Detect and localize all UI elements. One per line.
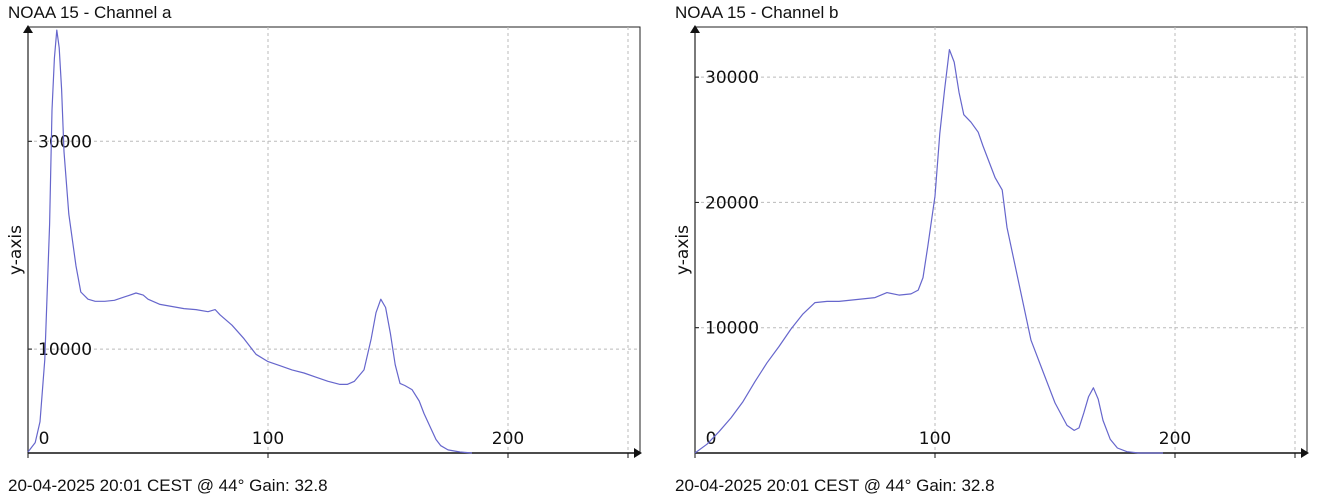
x-tick-label: 100 bbox=[252, 429, 284, 449]
x-axis-arrow-icon bbox=[1301, 448, 1309, 458]
y-axis-arrow-icon bbox=[690, 25, 700, 33]
y-tick-label: 10000 bbox=[705, 319, 759, 339]
x-tick-label: 200 bbox=[1159, 429, 1191, 449]
chart-plot-area: 0 100 200 10000 30000 y-axis bbox=[6, 25, 642, 458]
chart-panel-channel-b: NOAA 15 - Channel b 0 100 200 10000 20000 300… bbox=[667, 0, 1327, 500]
y-axis-arrow-icon bbox=[23, 25, 33, 33]
y-tick-label: 30000 bbox=[705, 68, 759, 88]
x-tick-label: 100 bbox=[919, 429, 951, 449]
y-tick-label: 30000 bbox=[38, 132, 92, 152]
chart-footer-status: 20-04-2025 20:01 CEST @ 44° Gain: 32.8 bbox=[675, 476, 995, 495]
x-tick-label: 0 bbox=[39, 429, 50, 449]
y-tick-label: 20000 bbox=[705, 193, 759, 213]
series-line bbox=[27, 29, 473, 454]
x-tick-label: 200 bbox=[492, 429, 524, 449]
chart-title: NOAA 15 - Channel a bbox=[8, 3, 172, 22]
y-tick-label: 10000 bbox=[38, 340, 92, 360]
y-axis-label: y-axis bbox=[6, 225, 26, 275]
plot-frame bbox=[695, 26, 1308, 453]
chart-panel-channel-a: NOAA 15 - Channel a 0 100 200 10000 30000 y-a… bbox=[0, 0, 660, 500]
series-line bbox=[694, 48, 1163, 454]
y-axis-label: y-axis bbox=[673, 225, 693, 275]
plot-frame bbox=[28, 26, 641, 453]
x-tick-label: 0 bbox=[706, 429, 717, 449]
chart-title: NOAA 15 - Channel b bbox=[675, 3, 839, 22]
x-axis-arrow-icon bbox=[634, 448, 642, 458]
chart-plot-area: 0 100 200 10000 20000 30000 y-axis bbox=[673, 25, 1309, 458]
chart-footer-status: 20-04-2025 20:01 CEST @ 44° Gain: 32.8 bbox=[8, 476, 328, 495]
